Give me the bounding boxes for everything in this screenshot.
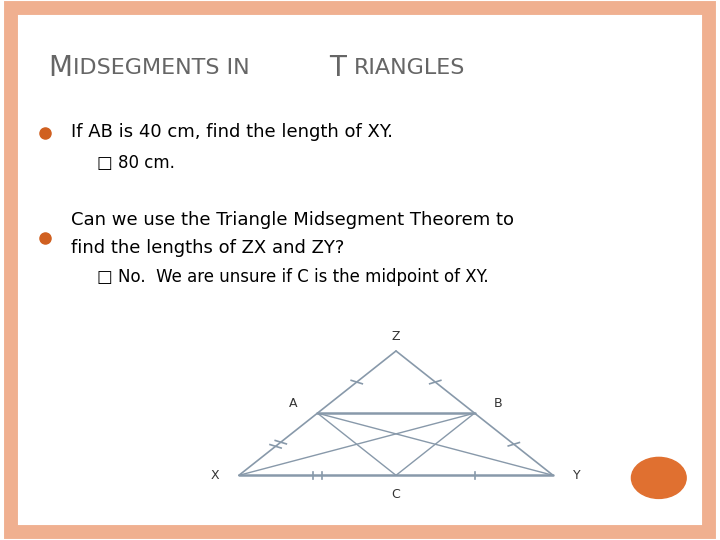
Text: T: T (329, 54, 346, 82)
Text: Z: Z (392, 330, 400, 343)
Text: X: X (211, 469, 220, 482)
Text: □ No.  We are unsure if C is the midpoint of XY.: □ No. We are unsure if C is the midpoint… (96, 268, 488, 286)
Text: Y: Y (572, 469, 580, 482)
Text: B: B (494, 397, 503, 410)
Text: C: C (392, 488, 400, 501)
Text: RIANGLES: RIANGLES (354, 58, 465, 78)
Text: A: A (289, 397, 298, 410)
Text: If AB is 40 cm, find the length of XY.: If AB is 40 cm, find the length of XY. (71, 123, 393, 141)
Text: IDSEGMENTS IN: IDSEGMENTS IN (73, 58, 256, 78)
Text: M: M (48, 54, 72, 82)
Circle shape (631, 457, 686, 498)
Text: □ 80 cm.: □ 80 cm. (96, 154, 175, 172)
Text: Can we use the Triangle Midsegment Theorem to: Can we use the Triangle Midsegment Theor… (71, 211, 514, 230)
Text: find the lengths of ZX and ZY?: find the lengths of ZX and ZY? (71, 239, 344, 256)
